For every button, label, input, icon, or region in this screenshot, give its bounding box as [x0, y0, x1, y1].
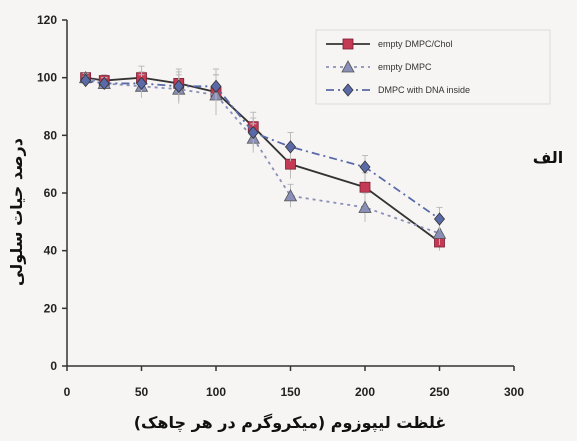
legend-label: empty DMPC [378, 62, 432, 72]
y-tick-label: 100 [37, 71, 57, 85]
series-3 [80, 68, 446, 231]
data-point [173, 79, 185, 93]
legend-marker [341, 60, 355, 73]
data-point [98, 76, 110, 91]
y-tick-label: 80 [44, 128, 58, 142]
legend-marker [342, 83, 354, 97]
y-tick-label: 40 [44, 244, 58, 258]
x-tick-label: 250 [429, 385, 449, 399]
y-tick-label: 0 [50, 359, 57, 373]
data-point [80, 73, 92, 88]
data-point [135, 76, 148, 91]
data-point [284, 140, 297, 154]
legend-label: DMPC with DNA inside [378, 85, 470, 95]
x-tick-label: 150 [280, 385, 300, 399]
data-point [283, 189, 298, 202]
data-point [247, 125, 259, 140]
data-point [432, 226, 447, 239]
x-tick-label: 200 [355, 385, 375, 399]
data-point [358, 200, 372, 213]
legend-marker [342, 38, 354, 50]
data-point [359, 160, 371, 174]
data-point [433, 212, 446, 226]
data-point [210, 79, 222, 93]
x-axis-title: غلظت لیپوزوم (میکروگرم در هر چاهک) [134, 413, 447, 433]
y-tick-label: 20 [44, 301, 58, 315]
y-tick-label: 60 [44, 186, 58, 200]
x-tick-label: 0 [64, 385, 71, 399]
panel-label: الف [533, 148, 564, 167]
legend-label: empty DMPC/Chol [378, 39, 453, 49]
y-tick-label: 120 [37, 13, 57, 27]
x-tick-label: 300 [504, 385, 524, 399]
data-point [359, 181, 371, 193]
y-axis-title: درصد حیات سلولی [7, 138, 26, 286]
x-tick-label: 50 [135, 385, 149, 399]
x-tick-label: 100 [206, 385, 226, 399]
